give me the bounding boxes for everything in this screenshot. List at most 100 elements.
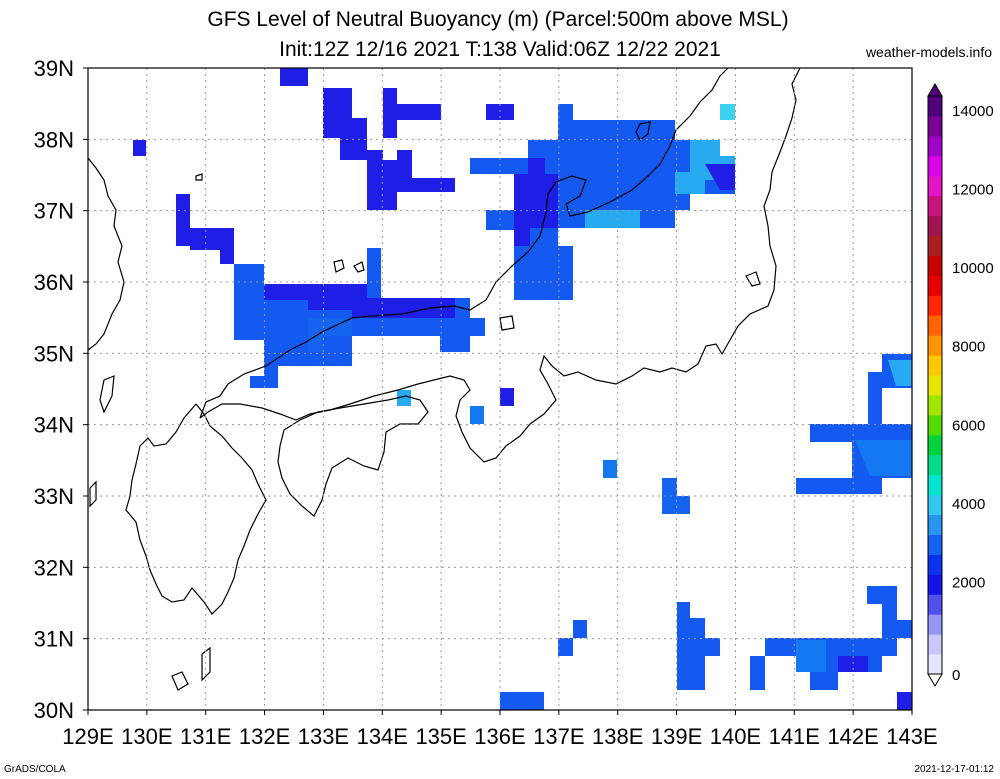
lon-label: 134E	[357, 724, 408, 749]
field-cell	[470, 406, 484, 424]
colorbar: 0 2000 4000 6000 8000 10000 12000 14000	[927, 83, 994, 687]
field-cell	[176, 194, 234, 264]
lat-label: 31N	[34, 627, 74, 652]
field-cell	[675, 140, 735, 194]
title-line-2: Init:12Z 12/16 2021 T:138 Valid:06Z 12/2…	[279, 38, 721, 61]
colorbar-frame	[927, 95, 943, 675]
tsushima-coast	[99, 375, 115, 414]
field-cell	[500, 692, 544, 710]
lat-label: 39N	[34, 56, 74, 81]
field-cell	[677, 602, 720, 690]
colorbar-swatch	[928, 574, 942, 595]
lon-label: 141E	[769, 724, 820, 749]
field-cell	[133, 140, 146, 156]
lon-label: 143E	[886, 724, 937, 749]
field-cell	[500, 388, 514, 406]
lat-label: 36N	[34, 270, 74, 295]
lon-label: 131E	[180, 724, 231, 749]
colorbar-label: 6000	[952, 417, 985, 434]
lon-label: 137E	[533, 724, 584, 749]
colorbar-swatch	[928, 654, 942, 675]
lon-label: 142E	[827, 724, 878, 749]
korea-coast	[87, 157, 125, 351]
lat-label: 35N	[34, 341, 74, 366]
colorbar-swatch	[928, 634, 942, 655]
colorbar-label: 8000	[952, 339, 985, 356]
small-island	[745, 271, 761, 287]
site-label: weather-models.info	[865, 44, 992, 60]
small-island	[195, 173, 203, 181]
colorbar-label: 14000	[952, 103, 994, 120]
lat-label: 34N	[34, 413, 74, 438]
field-cell	[855, 440, 912, 476]
colorbar-swatch	[928, 594, 942, 615]
lat-label: 32N	[34, 555, 74, 580]
colorbar-label: 4000	[952, 496, 985, 513]
honshu-south-coast	[199, 67, 801, 463]
colorbar-swatch	[928, 335, 942, 356]
lon-label: 135E	[415, 724, 466, 749]
field-cell	[397, 390, 411, 406]
colorbar-swatch	[928, 235, 942, 256]
colorbar-swatch	[928, 215, 942, 237]
field-cell	[323, 88, 455, 210]
colorbar-min-arrow	[927, 673, 943, 687]
awaji-coast	[499, 315, 515, 331]
colorbar-swatch	[928, 474, 942, 496]
field-cell	[383, 88, 441, 138]
lon-label: 130E	[121, 724, 172, 749]
colorbar-swatch	[928, 614, 942, 635]
lon-label: 140E	[710, 724, 761, 749]
colorbar-swatch	[928, 534, 942, 555]
lat-label: 33N	[34, 484, 74, 509]
colorbar-swatch	[928, 155, 942, 177]
lon-label: 133E	[298, 724, 349, 749]
colorbar-max-arrow	[927, 83, 943, 97]
colorbar-swatch	[928, 394, 942, 416]
lat-label: 30N	[34, 698, 74, 723]
colorbar-swatch	[928, 255, 942, 276]
tanegashima-coast	[171, 671, 189, 691]
lon-label: 132E	[239, 724, 290, 749]
field-cell	[280, 68, 308, 86]
colorbar-swatch	[928, 494, 942, 516]
lat-label: 37N	[34, 199, 74, 224]
field-cell	[470, 104, 735, 300]
field-cell	[720, 104, 735, 120]
lon-label: 136E	[474, 724, 525, 749]
colorbar-swatch	[928, 315, 942, 336]
field-cell	[264, 284, 455, 318]
colorbar-swatch	[928, 135, 942, 157]
goto-coast	[89, 480, 97, 508]
lat-label: 38N	[34, 127, 74, 152]
title-line-1: GFS Level of Neutral Buoyancy (m) (Parce…	[207, 8, 789, 31]
lon-label: 138E	[592, 724, 643, 749]
colorbar-label: 2000	[952, 574, 985, 591]
lon-label: 129E	[62, 724, 113, 749]
field-cell	[897, 692, 912, 710]
kyushu-coast	[125, 403, 267, 615]
field-cell	[514, 158, 558, 246]
gridlines	[88, 68, 912, 710]
colorbar-swatch	[928, 454, 942, 476]
colorbar-label: 12000	[952, 182, 994, 199]
field-cell	[603, 460, 617, 478]
field-cell	[888, 360, 912, 386]
colorbar-swatch	[928, 355, 942, 376]
field-cell	[796, 640, 826, 672]
colorbar-swatch	[928, 275, 942, 296]
colorbar-swatch	[928, 375, 942, 396]
colorbar-swatch	[928, 414, 942, 436]
colorbar-swatch	[928, 175, 942, 197]
colorbar-swatch	[928, 554, 942, 575]
field-cell	[838, 656, 868, 672]
field-cell	[308, 318, 352, 352]
field-cell	[705, 164, 735, 190]
colorbar-label: 10000	[952, 260, 994, 277]
colorbar-swatch	[928, 195, 942, 217]
colorbar-swatch	[928, 115, 942, 137]
lon-label: 139E	[651, 724, 702, 749]
honshu-north-coast	[199, 67, 729, 419]
sado-coast	[635, 121, 651, 141]
